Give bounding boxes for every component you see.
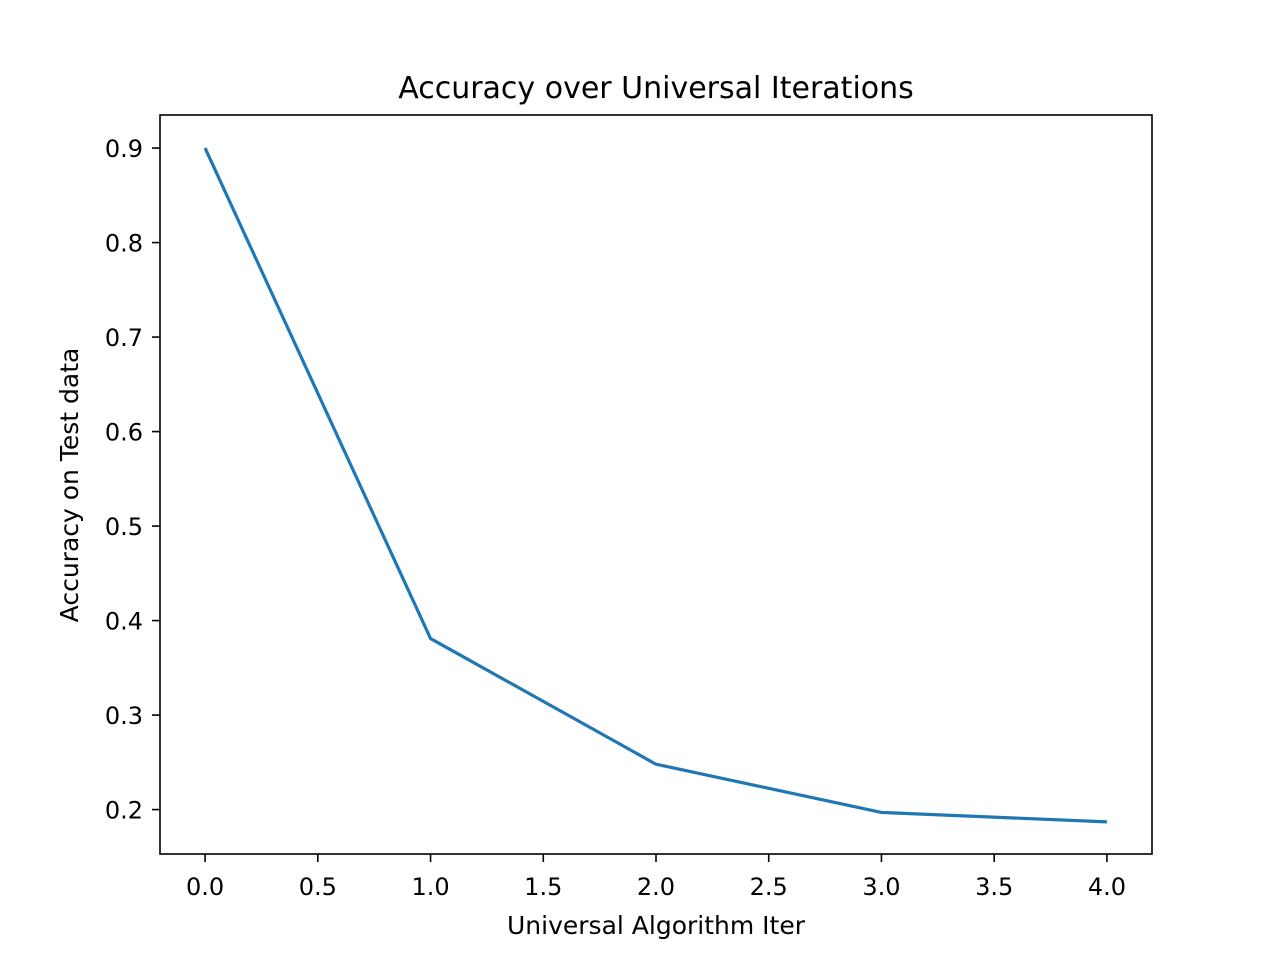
y-tick-label: 0.2 (105, 797, 143, 825)
y-axis-ticks: 0.2 0.3 0.4 0.5 0.6 0.7 0.8 0.9 (105, 135, 160, 825)
y-tick-label: 0.5 (105, 513, 143, 541)
y-tick-label: 0.9 (105, 135, 143, 163)
series-line-0 (203, 147, 1107, 824)
y-tick-label: 0.7 (105, 324, 143, 352)
x-tick-label: 2.5 (750, 873, 788, 901)
x-axis-label: Universal Algorithm Iter (507, 911, 806, 940)
y-tick-label: 0.6 (105, 419, 143, 447)
y-tick-label: 0.8 (105, 230, 143, 258)
x-tick-label: 1.5 (524, 873, 562, 901)
x-tick-label: 3.5 (975, 873, 1013, 901)
y-tick-label: 0.3 (105, 702, 143, 730)
x-tick-label: 2.0 (637, 873, 675, 901)
x-axis-ticks: 0.0 0.5 1.0 1.5 2.0 2.5 3.0 3.5 4.0 (186, 854, 1126, 901)
y-axis-label: Accuracy on Test data (55, 348, 84, 623)
x-tick-label: 4.0 (1088, 873, 1126, 901)
x-tick-label: 3.0 (862, 873, 900, 901)
x-tick-label: 0.0 (186, 873, 224, 901)
chart-title: Accuracy over Universal Iterations (398, 71, 914, 106)
y-tick-label: 0.4 (105, 608, 143, 636)
x-tick-label: 0.5 (299, 873, 337, 901)
plot-frame (159, 114, 1153, 855)
x-tick-label: 1.0 (411, 873, 449, 901)
series-layer (203, 147, 1107, 824)
